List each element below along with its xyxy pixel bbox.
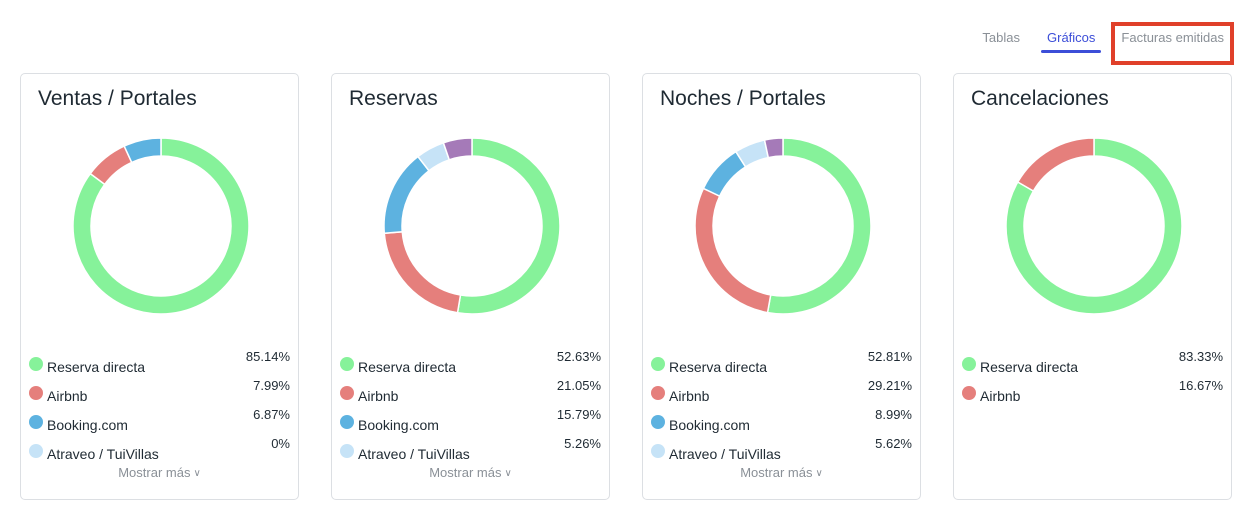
- donut-slice[interactable]: [766, 138, 871, 314]
- legend-value: 21.05%: [556, 378, 601, 393]
- show-more-link[interactable]: Mostrar más ∨: [332, 465, 609, 480]
- donut-slice[interactable]: [695, 187, 772, 314]
- donut-slice[interactable]: [384, 230, 462, 314]
- legend-swatch: [651, 385, 665, 400]
- chart-card: Reservas Reserva directa 52.63% Airbnb 21.05…: [331, 73, 610, 500]
- donut-slice[interactable]: [702, 150, 747, 198]
- donut-slice[interactable]: [384, 155, 431, 235]
- legend-item[interactable]: Booking.com 6.87%: [29, 407, 290, 436]
- donut-slice[interactable]: [1006, 138, 1182, 314]
- view-tabs: Tablas Gráficos Facturas emitidas: [982, 22, 1234, 65]
- chart-card: Cancelaciones Reserva directa 83.33% Airbnb…: [953, 73, 1232, 500]
- donut-slice[interactable]: [442, 138, 473, 161]
- chevron-down-icon: ∨: [193, 468, 201, 479]
- legend-swatch: [29, 356, 43, 371]
- legend-item[interactable]: Atraveo / TuiVillas 5.62%: [651, 436, 912, 465]
- donut-slice[interactable]: [73, 138, 249, 314]
- legend-label: Atraveo / TuiVillas: [47, 445, 159, 462]
- chart-legend: Reserva directa 52.81% Airbnb 29.21% Booking…: [651, 349, 912, 465]
- legend-value: 5.62%: [875, 436, 912, 451]
- legend-label: Reserva directa: [47, 358, 146, 375]
- legend-item[interactable]: Airbnb 16.67%: [962, 378, 1223, 407]
- legend-item[interactable]: Atraveo / TuiVillas 5.26%: [340, 436, 601, 465]
- legend-label: Airbnb: [669, 387, 710, 404]
- legend-label: Booking.com: [358, 416, 439, 433]
- legend-label: Airbnb: [980, 387, 1021, 404]
- legend-swatch: [962, 385, 976, 400]
- chevron-down-icon: ∨: [504, 468, 512, 479]
- legend-label: Reserva directa: [669, 358, 768, 375]
- donut-chart: [73, 138, 249, 314]
- legend-label: Reserva directa: [358, 358, 457, 375]
- show-more-label: Mostrar más: [429, 465, 502, 480]
- legend-swatch: [651, 356, 665, 371]
- donut-slice[interactable]: [456, 138, 560, 314]
- legend-swatch: [29, 443, 43, 458]
- show-more-label: Mostrar más: [118, 465, 191, 480]
- legend-label: Atraveo / TuiVillas: [669, 445, 781, 462]
- legend-value: 85.14%: [245, 349, 290, 364]
- chart-title: Noches / Portales: [660, 87, 826, 110]
- donut-slice[interactable]: [1016, 138, 1095, 193]
- legend-swatch: [29, 385, 43, 400]
- legend-swatch: [29, 414, 43, 429]
- legend-swatch: [651, 414, 665, 429]
- chart-title: Cancelaciones: [971, 87, 1109, 110]
- legend-value: 0%: [271, 436, 290, 451]
- legend-label: Atraveo / TuiVillas: [358, 445, 470, 462]
- chart-card: Noches / Portales Reserva directa 52.81% Ai…: [642, 73, 921, 500]
- legend-value: 83.33%: [1178, 349, 1223, 364]
- legend-swatch: [651, 443, 665, 458]
- legend-value: 6.87%: [253, 407, 290, 422]
- legend-label: Airbnb: [47, 387, 88, 404]
- legend-item[interactable]: Reserva directa 52.63%: [340, 349, 601, 378]
- chart-legend: Reserva directa 83.33% Airbnb 16.67%: [962, 349, 1223, 407]
- legend-swatch: [340, 414, 354, 429]
- legend-item[interactable]: Reserva directa 52.81%: [651, 349, 912, 378]
- legend-item[interactable]: Atraveo / TuiVillas 0%: [29, 436, 290, 465]
- show-more-link[interactable]: Mostrar más ∨: [21, 465, 298, 480]
- legend-swatch: [340, 385, 354, 400]
- legend-item[interactable]: Booking.com 8.99%: [651, 407, 912, 436]
- legend-value: 5.26%: [564, 436, 601, 451]
- donut-chart: [695, 138, 871, 314]
- tab-tablas[interactable]: Tablas: [982, 30, 1020, 45]
- chart-legend: Reserva directa 85.14% Airbnb 7.99% Booking.…: [29, 349, 290, 465]
- legend-swatch: [340, 356, 354, 371]
- donut-slice[interactable]: [89, 145, 133, 186]
- legend-label: Booking.com: [47, 416, 128, 433]
- legend-value: 16.67%: [1178, 378, 1223, 393]
- tab-graficos[interactable]: Gráficos: [1041, 24, 1102, 53]
- show-more-link[interactable]: Mostrar más ∨: [643, 465, 920, 480]
- chart-title: Ventas / Portales: [38, 87, 197, 110]
- donut-slice[interactable]: [763, 138, 784, 159]
- donut-slice[interactable]: [123, 138, 162, 164]
- show-more-label: Mostrar más: [740, 465, 813, 480]
- legend-value: 15.79%: [556, 407, 601, 422]
- legend-value: 52.81%: [867, 349, 912, 364]
- donut-chart: [384, 138, 560, 314]
- legend-item[interactable]: Airbnb 7.99%: [29, 378, 290, 407]
- legend-label: Booking.com: [669, 416, 750, 433]
- legend-label: Reserva directa: [980, 358, 1079, 375]
- chart-legend: Reserva directa 52.63% Airbnb 21.05% Booking…: [340, 349, 601, 465]
- chevron-down-icon: ∨: [815, 468, 823, 479]
- chart-title: Reservas: [349, 87, 438, 110]
- donut-chart: [1006, 138, 1182, 314]
- legend-value: 7.99%: [253, 378, 290, 393]
- legend-swatch: [962, 356, 976, 371]
- legend-item[interactable]: Booking.com 15.79%: [340, 407, 601, 436]
- chart-card: Ventas / Portales Reserva directa 85.14% Ai…: [20, 73, 299, 500]
- legend-item[interactable]: Reserva directa 83.33%: [962, 349, 1223, 378]
- legend-item[interactable]: Reserva directa 85.14%: [29, 349, 290, 378]
- legend-value: 29.21%: [867, 378, 912, 393]
- legend-value: 8.99%: [875, 407, 912, 422]
- legend-item[interactable]: Airbnb 29.21%: [651, 378, 912, 407]
- legend-value: 52.63%: [556, 349, 601, 364]
- legend-label: Airbnb: [358, 387, 399, 404]
- legend-item[interactable]: Airbnb 21.05%: [340, 378, 601, 407]
- tab-facturas-emitidas[interactable]: Facturas emitidas: [1111, 22, 1234, 65]
- legend-swatch: [340, 443, 354, 458]
